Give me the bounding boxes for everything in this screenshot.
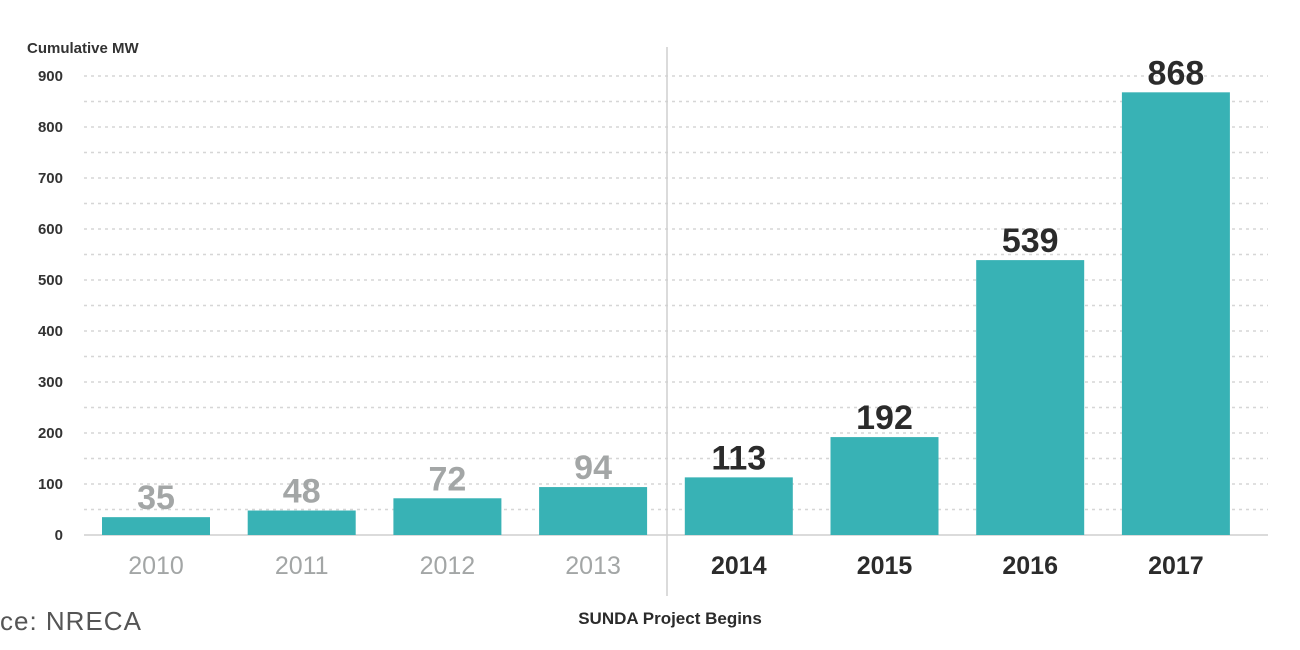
bar-2010 [102,517,210,535]
value-label-2013: 94 [574,449,612,487]
value-label-2011: 48 [283,473,321,511]
source-note: ce: NRECA [0,606,142,636]
y-tick-label: 200 [38,425,63,442]
y-tick-label: 400 [38,323,63,340]
x-tick-label-2012: 2012 [420,552,476,580]
x-tick-label-2011: 2011 [275,552,329,580]
x-tick-label-2013: 2013 [565,552,621,580]
annotation-label: SUNDA Project Begins [578,609,762,628]
y-tick-labels: 0 100 200 300 400 500 600 700 800 900 [38,68,63,544]
value-label-2012: 72 [428,460,466,498]
y-tick-label: 300 [38,374,63,391]
bar-2017 [1121,92,1230,535]
x-tick-label-2010: 2010 [128,552,184,580]
x-tick-label-2016: 2016 [1002,552,1058,580]
x-tick-label-2015: 2015 [857,552,913,580]
bar-2012 [393,498,502,535]
y-tick-label: 800 [38,119,63,136]
bar-2011 [247,510,356,535]
bars [102,92,1230,535]
x-tick-label-2014: 2014 [711,552,767,580]
value-label-2016: 539 [1002,222,1059,260]
value-label-2015: 192 [856,399,913,437]
x-tick-labels: 2010 2011 2012 2013 2014 2015 2016 2017 [128,552,1204,580]
bar-2016 [976,260,1085,535]
x-tick-label-2017: 2017 [1148,552,1204,580]
y-tick-label: 700 [38,170,63,187]
value-label-2010: 35 [137,479,175,517]
y-tick-label: 0 [55,527,63,544]
y-tick-label: 600 [38,221,63,238]
y-tick-label: 100 [38,476,63,493]
y-tick-label: 900 [38,68,63,85]
value-label-2014: 113 [711,439,766,477]
value-labels: 35 48 72 94 113 192 539 868 [137,54,1204,517]
bar-2015 [830,437,939,535]
y-tick-label: 500 [38,272,63,289]
y-axis-label: Cumulative MW [27,40,140,57]
bar-2013 [539,487,648,535]
gridlines [84,75,1268,536]
bar-2014 [684,477,793,535]
value-label-2017: 868 [1148,54,1205,92]
